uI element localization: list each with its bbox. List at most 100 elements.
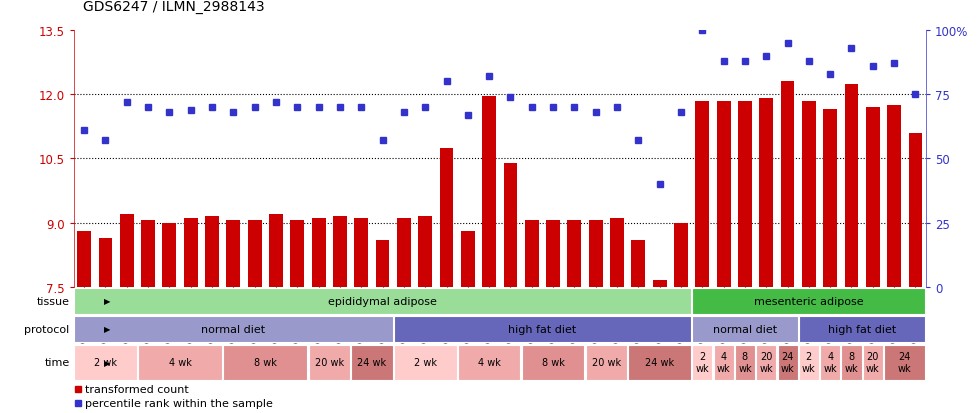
Bar — [205, 216, 219, 413]
Bar — [546, 221, 560, 413]
Bar — [141, 221, 155, 413]
Bar — [799, 316, 925, 342]
Text: mesenteric adipose: mesenteric adipose — [754, 296, 863, 306]
Text: GDS6247 / ILMN_2988143: GDS6247 / ILMN_2988143 — [83, 0, 265, 14]
Bar — [696, 102, 710, 413]
Bar — [842, 345, 861, 380]
Bar — [884, 345, 925, 380]
Text: 8 wk: 8 wk — [254, 357, 276, 367]
Bar — [525, 221, 539, 413]
Text: 24
wk: 24 wk — [898, 351, 911, 373]
Bar — [184, 219, 198, 413]
Text: 8
wk: 8 wk — [738, 351, 752, 373]
Text: epididymal adipose: epididymal adipose — [328, 296, 437, 306]
Bar — [77, 232, 91, 413]
Bar — [692, 316, 798, 342]
Text: 4
wk: 4 wk — [823, 351, 837, 373]
Bar — [74, 288, 691, 314]
Text: 24
wk: 24 wk — [781, 351, 795, 373]
Bar — [223, 345, 308, 380]
Bar — [653, 281, 666, 413]
Bar — [713, 345, 734, 380]
Text: 4 wk: 4 wk — [169, 357, 191, 367]
Text: 20 wk: 20 wk — [592, 357, 621, 367]
Text: 8
wk: 8 wk — [845, 351, 858, 373]
Bar — [74, 345, 137, 380]
Text: normal diet: normal diet — [201, 324, 266, 334]
Bar — [418, 216, 432, 413]
Bar — [312, 219, 325, 413]
Text: ▶: ▶ — [104, 358, 111, 367]
Text: normal diet: normal diet — [712, 324, 777, 334]
Bar — [394, 316, 691, 342]
Bar — [290, 221, 304, 413]
Bar — [458, 345, 520, 380]
Bar — [99, 238, 113, 413]
Bar — [351, 345, 393, 380]
Bar — [735, 345, 755, 380]
Bar — [586, 345, 627, 380]
Bar — [567, 221, 581, 413]
Bar — [628, 345, 691, 380]
Text: time: time — [44, 357, 70, 367]
Text: 8 wk: 8 wk — [542, 357, 564, 367]
Text: 20 wk: 20 wk — [315, 357, 344, 367]
Bar — [482, 97, 496, 413]
Bar — [226, 221, 240, 413]
Bar — [757, 345, 776, 380]
Text: 2 wk: 2 wk — [414, 357, 437, 367]
Bar — [397, 219, 411, 413]
Text: percentile rank within the sample: percentile rank within the sample — [85, 399, 273, 408]
Bar — [521, 345, 584, 380]
Text: 2
wk: 2 wk — [696, 351, 710, 373]
Bar — [823, 110, 837, 413]
Bar — [866, 108, 880, 413]
Text: 24 wk: 24 wk — [645, 357, 674, 367]
Bar — [504, 163, 517, 413]
Bar — [777, 345, 798, 380]
Bar — [394, 345, 457, 380]
Bar — [802, 102, 815, 413]
Text: ▶: ▶ — [104, 297, 111, 306]
Bar — [375, 240, 389, 413]
Bar — [333, 216, 347, 413]
Bar — [799, 345, 819, 380]
Bar — [631, 240, 645, 413]
Bar — [674, 223, 688, 413]
Text: tissue: tissue — [36, 296, 70, 306]
Bar — [440, 148, 454, 413]
Bar — [355, 219, 368, 413]
Text: high fat diet: high fat diet — [828, 324, 897, 334]
Bar — [163, 223, 176, 413]
Bar — [716, 102, 730, 413]
Bar — [862, 345, 883, 380]
Bar — [248, 221, 262, 413]
Bar — [781, 82, 795, 413]
Text: 20
wk: 20 wk — [866, 351, 880, 373]
Bar — [270, 214, 283, 413]
Bar — [589, 221, 603, 413]
Bar — [611, 219, 624, 413]
Text: 4
wk: 4 wk — [716, 351, 730, 373]
Bar — [887, 106, 901, 413]
Bar — [760, 99, 773, 413]
Bar — [738, 102, 752, 413]
Text: 4 wk: 4 wk — [477, 357, 501, 367]
Text: ▶: ▶ — [104, 325, 111, 334]
Text: 2
wk: 2 wk — [802, 351, 815, 373]
Text: protocol: protocol — [24, 324, 70, 334]
Bar — [692, 345, 712, 380]
Bar — [692, 288, 925, 314]
Bar — [845, 84, 858, 413]
Bar — [74, 316, 393, 342]
Bar — [820, 345, 840, 380]
Text: high fat diet: high fat diet — [509, 324, 576, 334]
Bar — [138, 345, 222, 380]
Bar — [309, 345, 350, 380]
Bar — [120, 214, 133, 413]
Bar — [461, 232, 474, 413]
Text: transformed count: transformed count — [85, 384, 189, 394]
Text: 2 wk: 2 wk — [94, 357, 117, 367]
Text: 20
wk: 20 wk — [760, 351, 773, 373]
Bar — [908, 133, 922, 413]
